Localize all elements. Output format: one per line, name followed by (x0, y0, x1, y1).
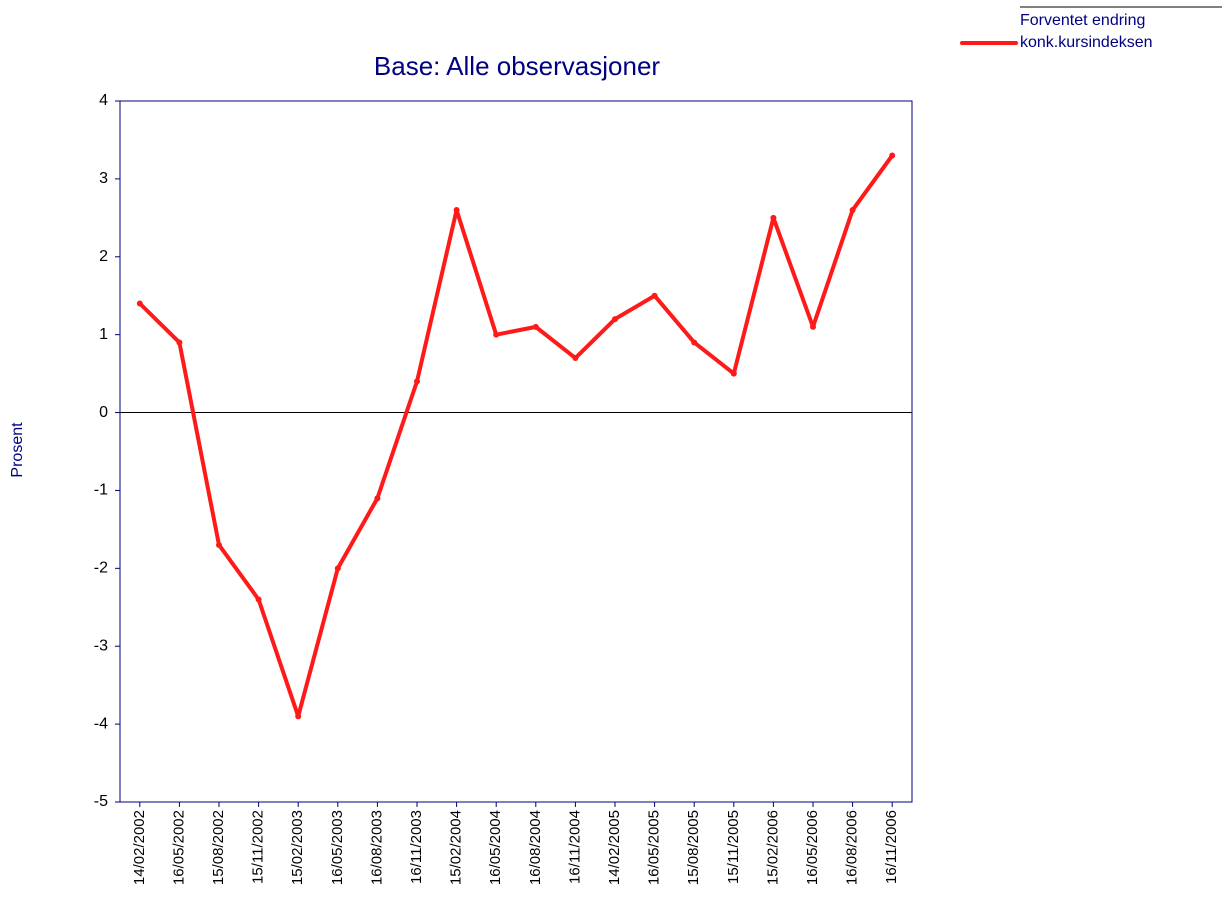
x-tick-label: 15/11/2005 (725, 810, 742, 884)
x-tick-label: 16/08/2003 (368, 810, 385, 885)
x-tick-label: 16/11/2004 (566, 810, 583, 884)
x-tick-label: 16/05/2004 (487, 810, 504, 885)
point (770, 214, 777, 221)
x-tick-label: 15/02/2004 (448, 810, 465, 885)
point (572, 355, 579, 362)
point (334, 565, 341, 572)
y-tick-label: 0 (99, 404, 108, 421)
x-tick-label: 16/11/2006 (883, 810, 900, 884)
point (730, 370, 737, 377)
point (889, 152, 896, 159)
point (453, 207, 460, 214)
x-tick-label: 16/11/2003 (408, 810, 425, 884)
x-tick-label: 14/02/2005 (606, 810, 623, 885)
x-tick-label: 15/02/2006 (764, 810, 781, 885)
point (691, 339, 698, 346)
x-tick-label: 15/11/2002 (250, 810, 267, 884)
point (136, 300, 143, 307)
y-tick-label: -1 (94, 482, 108, 499)
point (532, 323, 539, 330)
y-tick-label: 1 (99, 326, 108, 343)
y-tick-label: 2 (99, 248, 108, 265)
x-tick-label: 16/08/2004 (527, 810, 544, 885)
point (176, 339, 183, 346)
point (810, 323, 816, 330)
point (414, 378, 420, 385)
y-tick-label: -4 (94, 715, 108, 732)
point (255, 596, 262, 603)
x-tick-label: 15/02/2003 (289, 810, 306, 885)
legend-entry: Forventet endring konk.kursindeksen (1020, 12, 1153, 51)
x-tick-label: 15/08/2002 (210, 810, 227, 885)
y-axis-label: Prosent (9, 422, 26, 478)
x-tick-label: 16/05/2006 (804, 810, 821, 885)
point (651, 292, 658, 299)
x-tick-label: 14/02/2002 (131, 810, 148, 885)
point (216, 541, 222, 548)
point (374, 495, 381, 502)
plot-frame (119, 100, 913, 803)
y-tick-label: 3 (99, 170, 108, 187)
x-tick-label: 16/05/2003 (329, 810, 346, 885)
line-series (138, 154, 894, 719)
x-tick-label: 16/05/2002 (170, 810, 187, 885)
point (493, 331, 500, 338)
y-tick-label: -2 (94, 560, 108, 577)
point (612, 316, 618, 323)
x-tick-label: 16/08/2006 (844, 810, 861, 885)
point (849, 207, 856, 214)
point (295, 713, 302, 720)
y-tick-label: -3 (94, 637, 108, 654)
y-tick-label: -5 (94, 793, 108, 810)
y-tick-label: 4 (99, 92, 108, 109)
chart-title: Base: Alle observasjoner (374, 51, 661, 81)
x-tick-label: 16/05/2005 (646, 810, 663, 885)
x-tick-label: 15/08/2005 (685, 810, 702, 885)
